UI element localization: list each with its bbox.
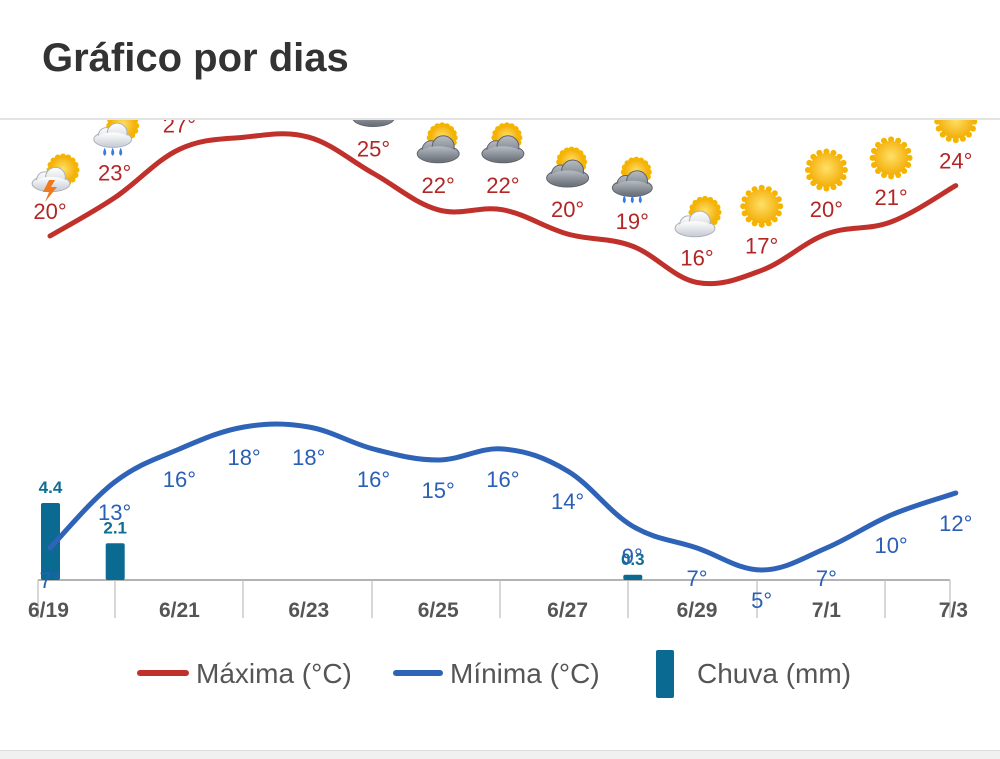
sun-rain-cloud-icon [93, 120, 140, 156]
rain-bar [623, 574, 643, 580]
sun-icon [869, 136, 913, 180]
min-temp-label: 16° [486, 467, 519, 492]
x-tick-label: 7/1 [812, 599, 842, 622]
sun-dark-cloud-icon [481, 122, 525, 164]
min-temp-label: 16° [163, 467, 196, 492]
max-temp-line [47, 131, 959, 287]
min-temp-label: 12° [939, 511, 972, 536]
rain-bar [105, 543, 125, 580]
sun-dark-cloud-icon [546, 146, 590, 188]
x-tick-label: 6/29 [677, 599, 718, 622]
rain-value-label: 4.4 [39, 478, 63, 497]
sun-icon [934, 120, 978, 144]
max-temp-label: 17° [745, 233, 778, 258]
max-temp-label: 22° [422, 173, 455, 198]
sun-icon [740, 184, 784, 228]
max-temp-label: 24° [939, 149, 972, 174]
sun-dark-cloud-icon [352, 120, 395, 127]
x-tick-label: 7/3 [939, 599, 968, 622]
min-temp-label: 10° [874, 533, 907, 558]
max-temp-label: 21° [874, 185, 907, 210]
min-temp-label: 13° [98, 500, 131, 525]
max-temp-label: 23° [98, 161, 131, 186]
legend-max-label: Máxima (°C) [196, 658, 352, 689]
x-tick-label: 6/21 [159, 599, 200, 622]
max-temp-label: 16° [680, 245, 713, 270]
min-temp-label: 7° [39, 568, 60, 593]
min-temp-label: 9° [622, 544, 643, 569]
page-title: Gráfico por dias [42, 36, 349, 80]
min-temp-label: 5° [751, 588, 772, 613]
min-temp-label: 18° [227, 445, 260, 470]
min-temp-label: 16° [357, 467, 390, 492]
sun-dark-cloud-icon [416, 122, 460, 164]
legend-rain-label: Chuva (mm) [697, 658, 851, 689]
max-temp-label: 19° [616, 209, 649, 234]
max-temp-label: 20° [33, 199, 66, 224]
min-temp-label: 18° [292, 445, 325, 470]
daily-weather-chart: 6/19 6/21 6/23 6/25 6/27 6/29 7/1 7/3 4.4 2.1 0.3… [28, 120, 978, 698]
rain-value-label: 2.1 [103, 518, 127, 537]
max-temp-label: 25° [357, 137, 390, 162]
x-tick-label: 6/25 [418, 599, 459, 622]
min-temp-label: 14° [551, 489, 584, 514]
x-tick-label: 6/19 [28, 599, 69, 622]
min-temp-label: 15° [422, 478, 455, 503]
rain-value-label: 0.3 [621, 550, 645, 569]
sun-rain-dark-cloud-icon [611, 156, 653, 204]
legend-min-label: Mínima (°C) [450, 658, 600, 689]
card-header: Gráfico por dias [0, 0, 1000, 120]
max-temp-label: 28° [227, 120, 260, 125]
sun-icon [804, 148, 848, 192]
max-temp-label: 20° [551, 197, 584, 222]
x-tick-label: 6/27 [547, 599, 588, 622]
max-temp-label: 28° [292, 120, 325, 125]
max-temp-label: 27° [163, 120, 196, 137]
max-temp-label: 22° [486, 173, 519, 198]
min-temp-line [47, 421, 959, 573]
x-tick-label: 6/23 [288, 599, 329, 622]
max-temp-label: 20° [810, 197, 843, 222]
sun-storm-icon [31, 153, 80, 202]
legend-rain-swatch [656, 650, 674, 698]
sun-cloud-icon [674, 195, 722, 238]
card-bottom-border [0, 750, 1000, 759]
min-temp-label: 7° [816, 566, 837, 591]
rain-bar [41, 503, 60, 580]
min-temp-label: 7° [686, 566, 707, 591]
